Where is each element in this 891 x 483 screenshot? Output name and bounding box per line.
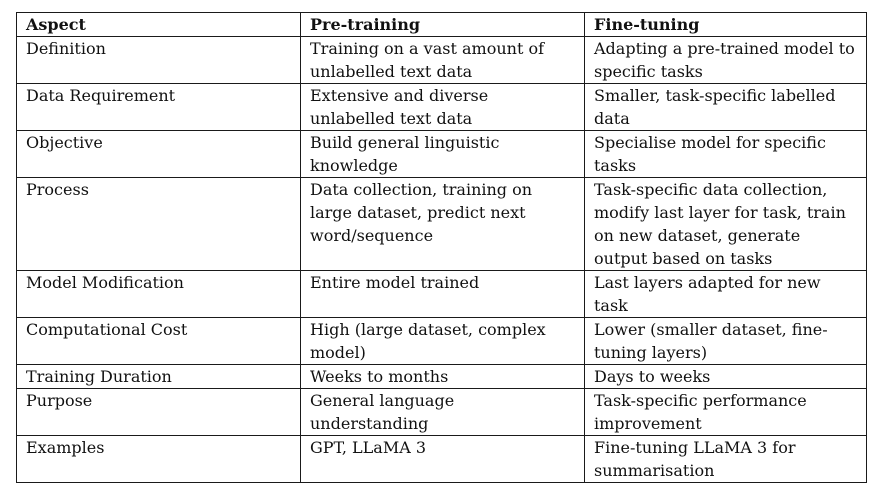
table-header-row: Aspect Pre-training Fine-tuning: [16, 12, 867, 37]
cell-aspect: Training Duration: [16, 364, 301, 389]
table-row: Purpose General language understanding T…: [16, 388, 867, 436]
cell-fine-tuning: Fine-tuning LLaMA 3 for summarisation: [584, 435, 867, 483]
table-row: Model Modification Entire model trained …: [16, 270, 867, 318]
cell-pre-training: Weeks to months: [300, 364, 585, 389]
cell-pre-training: Build general linguistic knowledge: [300, 130, 585, 178]
comparison-table-container: Aspect Pre-training Fine-tuning Definiti…: [16, 12, 867, 483]
cell-fine-tuning: Task-specific data collection, modify la…: [584, 177, 867, 271]
cell-fine-tuning: Specialise model for specific tasks: [584, 130, 867, 178]
table-row: Data Requirement Extensive and diverse u…: [16, 83, 867, 131]
table-row: Computational Cost High (large dataset, …: [16, 317, 867, 365]
table-row: Process Data collection, training on lar…: [16, 177, 867, 271]
comparison-table: Aspect Pre-training Fine-tuning Definiti…: [16, 12, 867, 483]
cell-aspect: Data Requirement: [16, 83, 301, 131]
cell-fine-tuning: Lower (smaller dataset, fine-tuning laye…: [584, 317, 867, 365]
cell-fine-tuning: Adapting a pre-trained model to specific…: [584, 36, 867, 84]
cell-pre-training: High (large dataset, complex model): [300, 317, 585, 365]
cell-fine-tuning: Task-specific performance improvement: [584, 388, 867, 436]
cell-aspect: Definition: [16, 36, 301, 84]
cell-aspect: Model Modification: [16, 270, 301, 318]
cell-aspect: Computational Cost: [16, 317, 301, 365]
cell-aspect: Examples: [16, 435, 301, 483]
table-row: Objective Build general linguistic knowl…: [16, 130, 867, 178]
table-row: Definition Training on a vast amount of …: [16, 36, 867, 84]
cell-fine-tuning: Days to weeks: [584, 364, 867, 389]
cell-pre-training: Extensive and diverse unlabelled text da…: [300, 83, 585, 131]
cell-pre-training: Entire model trained: [300, 270, 585, 318]
cell-pre-training: Data collection, training on large datas…: [300, 177, 585, 271]
cell-fine-tuning: Smaller, task-specific labelled data: [584, 83, 867, 131]
header-aspect: Aspect: [16, 12, 301, 37]
table-row: Training Duration Weeks to months Days t…: [16, 364, 867, 389]
cell-pre-training: Training on a vast amount of unlabelled …: [300, 36, 585, 84]
table-row: Examples GPT, LLaMA 3 Fine-tuning LLaMA …: [16, 435, 867, 483]
cell-pre-training: General language understanding: [300, 388, 585, 436]
cell-aspect: Objective: [16, 130, 301, 178]
header-pre-training: Pre-training: [300, 12, 585, 37]
cell-fine-tuning: Last layers adapted for new task: [584, 270, 867, 318]
header-fine-tuning: Fine-tuning: [584, 12, 867, 37]
cell-aspect: Process: [16, 177, 301, 271]
cell-aspect: Purpose: [16, 388, 301, 436]
cell-pre-training: GPT, LLaMA 3: [300, 435, 585, 483]
